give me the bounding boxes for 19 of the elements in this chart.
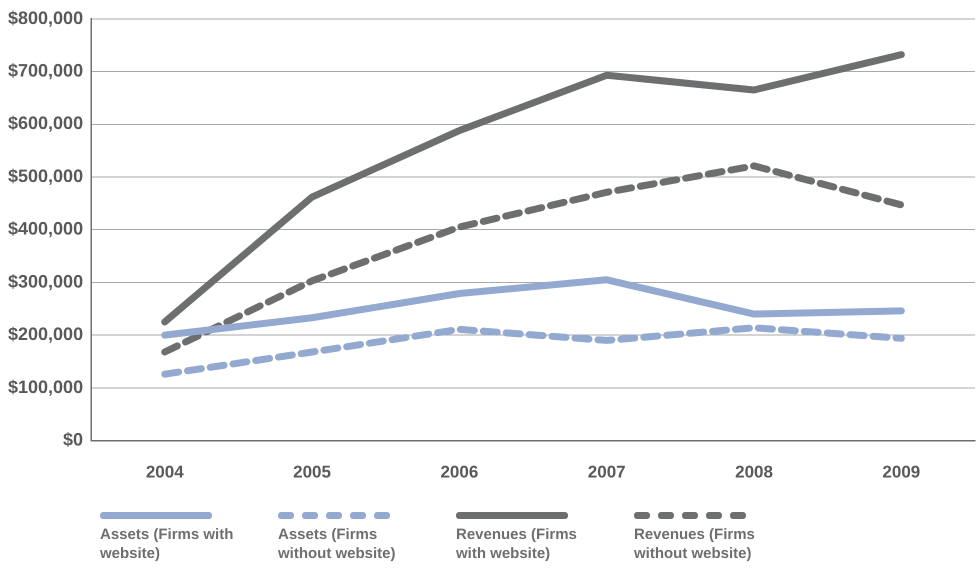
y-tick-label: $800,000 — [8, 8, 84, 28]
x-tick-label: 2007 — [588, 462, 626, 482]
y-tick-label: $100,000 — [8, 376, 84, 397]
x-tick-label: 2009 — [882, 462, 920, 482]
y-tick-label: $0 — [63, 430, 84, 450]
x-tick-label: 2006 — [440, 462, 478, 482]
y-tick-label: $500,000 — [8, 166, 84, 186]
legend-label: Assets (Firms with website) — [99, 525, 234, 563]
y-tick-label: $300,000 — [8, 271, 84, 292]
y-tick-label: $700,000 — [8, 60, 84, 80]
legend-label: Revenues (Firms with website) — [455, 525, 578, 563]
x-tick-label: 2004 — [146, 462, 184, 482]
x-tick-label: 2005 — [293, 462, 331, 482]
y-tick-label: $200,000 — [8, 324, 84, 344]
y-tick-label: $400,000 — [8, 218, 84, 239]
x-tick-label: 2008 — [735, 462, 773, 482]
legend-label: Assets (Firms without website) — [277, 525, 396, 563]
legend-label: Revenues (Firms without website) — [633, 525, 756, 563]
y-tick-label: $600,000 — [8, 113, 84, 134]
